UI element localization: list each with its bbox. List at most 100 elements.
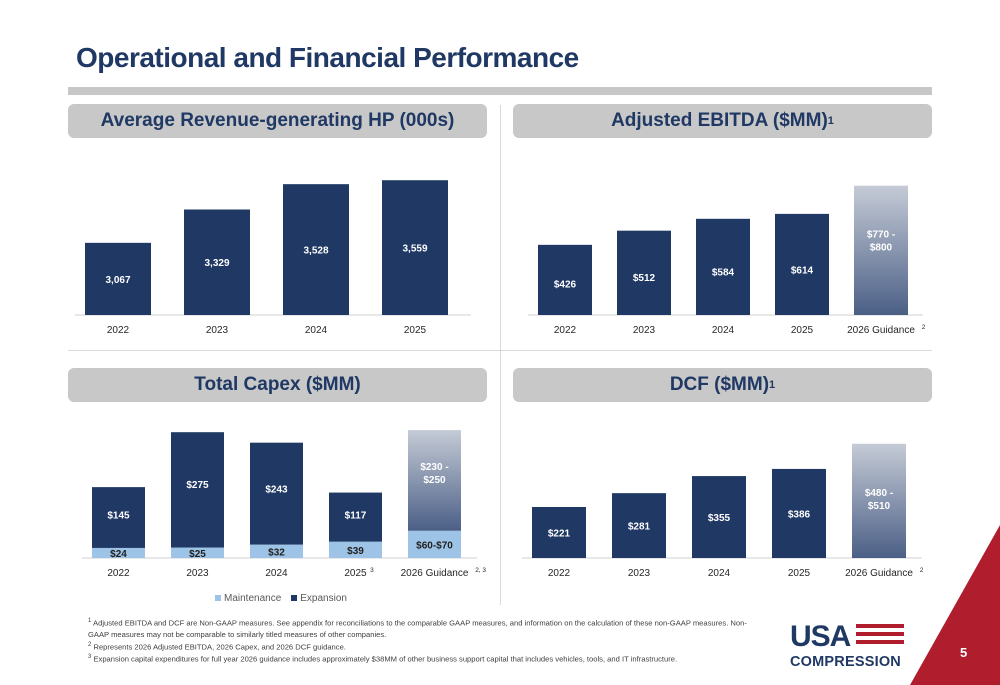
legend-item-maintenance: Maintenance	[215, 593, 281, 604]
legend-item-expansion: Expansion	[291, 593, 347, 604]
logo-flag-stripes	[856, 624, 904, 648]
capex-maintenance-bar-2022	[92, 547, 145, 558]
capex-expansion-bar-2026-guidance	[408, 430, 461, 531]
capex-maintenance-label: $39	[347, 546, 364, 557]
dcf-tick-label: 2022	[548, 568, 571, 579]
dcf-bar-2022	[532, 507, 586, 558]
ebitda-chart-title: Adjusted EBITDA ($MM)	[611, 110, 828, 131]
dcf-data-label: $386	[788, 509, 811, 520]
ebitda-data-label: $770 -$800	[867, 230, 895, 254]
ebitda-bar-chart: $426 2022 $512 2023 $584 2024 $614 2025 $770 -$8…	[528, 185, 926, 336]
hp-tick-label: 2024	[305, 325, 328, 336]
ebitda-bar-2022	[538, 244, 592, 315]
capex-tick-label: 2023	[186, 568, 209, 579]
hp-bar-2023	[184, 209, 250, 315]
dcf-title-footnote: 1	[769, 379, 776, 391]
footnotes: 1 Adjusted EBITDA and DCF are Non-GAAP m…	[88, 616, 748, 665]
ebitda-data-label: $584	[712, 268, 735, 279]
capex-expansion-label: $117	[345, 511, 367, 522]
capex-maintenance-bar-2024	[250, 544, 303, 558]
capex-tick-label: 2026 Guidance	[401, 568, 469, 579]
dcf-tick-label: 2023	[628, 568, 651, 579]
ebitda-data-label: $426	[554, 279, 577, 290]
usa-compression-logo: USA COMPRESSION	[790, 620, 905, 675]
capex-maintenance-label: $24	[110, 549, 127, 560]
dcf-bar-2024	[692, 476, 746, 558]
ebitda-tick-label: 2024	[712, 325, 735, 336]
dcf-data-label: $281	[628, 522, 651, 533]
ebitda-bar-2025	[775, 213, 829, 315]
dcf-bar-2026-guidance	[852, 443, 906, 558]
dcf-chart-header: DCF ($MM) 1	[513, 368, 932, 402]
capex-maintenance-label: $32	[268, 547, 285, 558]
capex-tick-label-footnote: 3	[370, 567, 374, 574]
capex-stacked-bar-chart: $24 $145 2022 $25 $275 2023 $32 $243 2024 $39 $117…	[82, 430, 486, 579]
ebitda-tick-label: 2022	[554, 325, 577, 336]
dcf-tick-label: 2025	[788, 568, 811, 579]
title-rule	[68, 87, 932, 95]
ebitda-tick-label-footnote: 2	[922, 324, 926, 331]
dcf-data-label: $480 -$510	[865, 488, 893, 512]
ebitda-title-footnote: 1	[827, 115, 834, 127]
dcf-bar-chart: $221 2022 $281 2023 $355 2024 $386 2025 $480 -$5…	[522, 443, 924, 579]
hp-chart-title: Average Revenue-generating HP (000s)	[100, 110, 455, 131]
dcf-tick-label: 2024	[708, 568, 731, 579]
capex-tick-label-footnote: 2, 3	[475, 567, 486, 574]
capex-tick-label: 2022	[107, 568, 130, 579]
page-title: Operational and Financial Performance	[76, 42, 579, 73]
capex-expansion-label: $243	[265, 485, 288, 496]
capex-expansion-label: $230 -$250	[420, 462, 448, 486]
capex-expansion-bar-2025	[329, 492, 382, 542]
capex-tick-label: 2025	[344, 568, 367, 579]
ebitda-bar-2023	[617, 230, 671, 315]
ebitda-data-label: $512	[633, 273, 656, 284]
dcf-bar-2025	[772, 468, 826, 558]
hp-bar-2024	[283, 184, 349, 315]
capex-expansion-bar-2022	[92, 487, 145, 548]
hp-tick-label: 2022	[107, 325, 130, 336]
dcf-data-label: $355	[708, 513, 731, 524]
capex-tick-label: 2024	[265, 568, 288, 579]
ebitda-data-label: $614	[791, 265, 814, 276]
hp-bar-2025	[382, 180, 448, 315]
ebitda-tick-label: 2023	[633, 325, 656, 336]
dcf-tick-label: 2026 Guidance	[845, 568, 913, 579]
hp-bar-chart: 3,067 2022 3,329 2023 3,528 2024 3,559 2025	[75, 180, 471, 336]
capex-expansion-label: $275	[186, 480, 209, 491]
logo-usa-text: USA	[790, 620, 851, 653]
dcf-tick-label-footnote: 2	[920, 567, 924, 574]
footnote-2: 2 Represents 2026 Adjusted EBITDA, 2026 …	[88, 641, 346, 652]
hp-bar-2022	[85, 242, 151, 315]
ebitda-bar-2024	[696, 218, 750, 315]
hp-tick-label: 2025	[404, 325, 427, 336]
page-number: 5	[960, 645, 968, 660]
corner-accent-shape	[910, 525, 1000, 685]
capex-maintenance-label: $60-$70	[416, 540, 453, 551]
capex-expansion-bar-2024	[250, 442, 303, 545]
capex-chart-title: Total Capex ($MM)	[194, 374, 361, 395]
dcf-data-label: $221	[548, 529, 571, 540]
vertical-divider	[500, 105, 501, 605]
ebitda-chart-header: Adjusted EBITDA ($MM) 1	[513, 104, 932, 138]
hp-data-label: 3,067	[105, 275, 130, 286]
capex-maintenance-bar-2026-guidance	[408, 530, 461, 558]
capex-maintenance-bar-2025	[329, 541, 382, 558]
capex-expansion-label: $145	[107, 510, 130, 521]
ebitda-tick-label: 2025	[791, 325, 814, 336]
dcf-bar-2023	[612, 493, 666, 558]
hp-data-label: 3,329	[204, 258, 229, 269]
capex-maintenance-bar-2023	[171, 547, 224, 558]
hp-data-label: 3,528	[303, 246, 328, 257]
hp-tick-label: 2023	[206, 325, 229, 336]
hp-data-label: 3,559	[402, 244, 427, 255]
capex-chart-header: Total Capex ($MM)	[68, 368, 487, 402]
capex-legend: Maintenance Expansion	[215, 593, 347, 604]
capex-maintenance-label: $25	[189, 549, 206, 560]
hp-chart-header: Average Revenue-generating HP (000s)	[68, 104, 487, 138]
ebitda-tick-label: 2026 Guidance	[847, 325, 915, 336]
ebitda-bar-2026-guidance	[854, 185, 908, 315]
capex-expansion-bar-2023	[171, 432, 224, 548]
dcf-chart-title: DCF ($MM)	[669, 374, 770, 395]
horizontal-divider	[68, 350, 932, 351]
logo-compression-text: COMPRESSION	[790, 654, 901, 670]
